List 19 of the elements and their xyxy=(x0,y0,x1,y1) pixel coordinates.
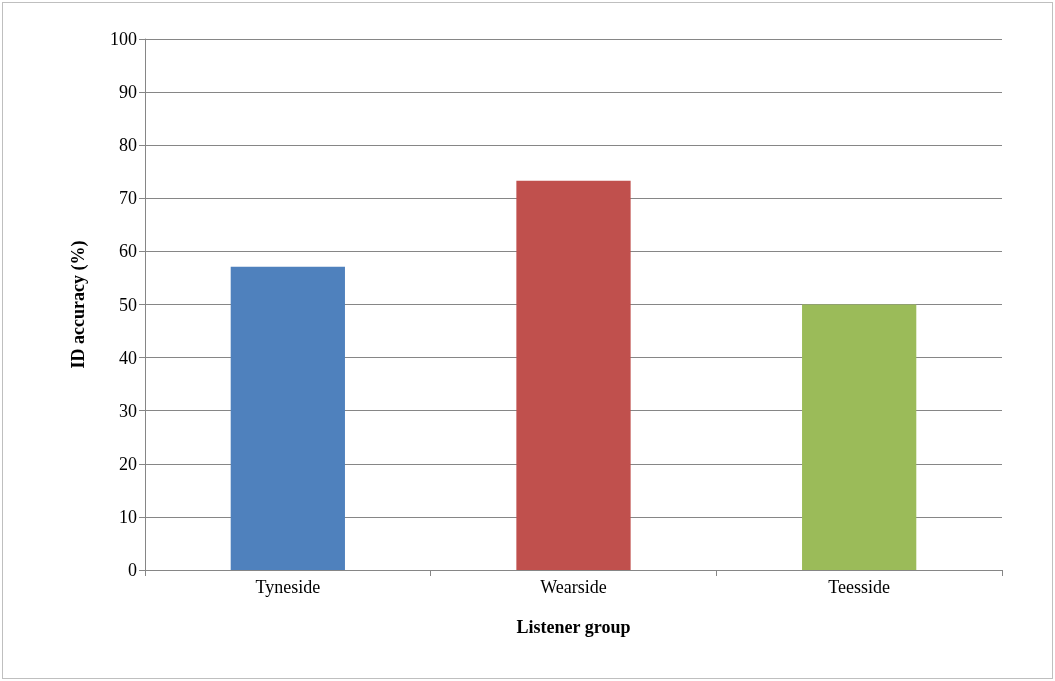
y-tick-label: 20 xyxy=(119,453,137,474)
y-tick-label: 0 xyxy=(128,560,137,580)
x-tick-label: Teesside xyxy=(828,577,891,597)
y-tick-label: 50 xyxy=(119,294,137,315)
y-tick-label: 70 xyxy=(119,188,137,209)
y-tick-label: 90 xyxy=(119,82,137,103)
y-tick-label: 10 xyxy=(119,506,137,527)
bar xyxy=(516,180,631,570)
y-tick-label: 40 xyxy=(119,347,137,368)
x-tick-label: Wearside xyxy=(540,577,607,597)
y-tick-label: 100 xyxy=(110,29,137,49)
y-tick-label: 60 xyxy=(119,241,137,262)
y-axis-title: ID accuracy (%) xyxy=(68,240,89,369)
y-tick-label: 80 xyxy=(119,135,137,156)
x-tick-label: Tyneside xyxy=(255,577,321,597)
bar xyxy=(230,266,345,570)
y-tick-label: 30 xyxy=(119,400,137,421)
x-axis-title: Listener group xyxy=(516,617,631,637)
bar xyxy=(802,304,917,570)
